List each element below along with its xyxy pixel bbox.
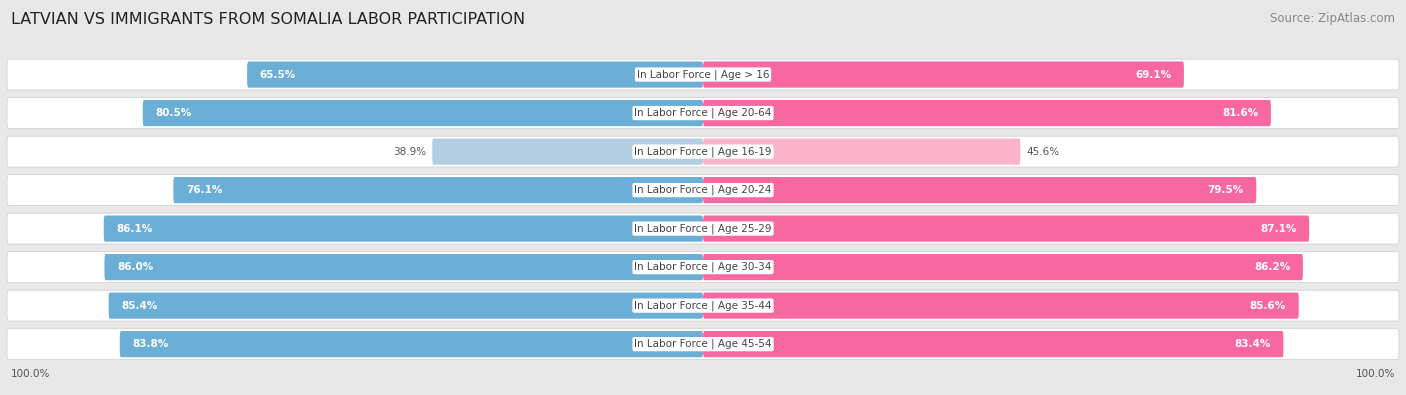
FancyBboxPatch shape — [104, 216, 703, 242]
FancyBboxPatch shape — [7, 98, 1399, 128]
Text: 69.1%: 69.1% — [1135, 70, 1171, 79]
Text: In Labor Force | Age > 16: In Labor Force | Age > 16 — [637, 69, 769, 80]
Text: In Labor Force | Age 16-19: In Labor Force | Age 16-19 — [634, 146, 772, 157]
FancyBboxPatch shape — [703, 177, 1257, 203]
FancyBboxPatch shape — [7, 329, 1399, 359]
FancyBboxPatch shape — [7, 59, 1399, 90]
Text: 83.8%: 83.8% — [132, 339, 169, 349]
Text: 79.5%: 79.5% — [1208, 185, 1244, 195]
Text: 76.1%: 76.1% — [186, 185, 222, 195]
FancyBboxPatch shape — [703, 254, 1303, 280]
Text: In Labor Force | Age 45-54: In Labor Force | Age 45-54 — [634, 339, 772, 350]
Text: 80.5%: 80.5% — [156, 108, 191, 118]
FancyBboxPatch shape — [7, 290, 1399, 321]
Text: Source: ZipAtlas.com: Source: ZipAtlas.com — [1270, 12, 1395, 25]
FancyBboxPatch shape — [703, 293, 1299, 319]
Text: In Labor Force | Age 20-64: In Labor Force | Age 20-64 — [634, 108, 772, 118]
Text: 100.0%: 100.0% — [1355, 369, 1395, 379]
Text: In Labor Force | Age 35-44: In Labor Force | Age 35-44 — [634, 300, 772, 311]
FancyBboxPatch shape — [703, 100, 1271, 126]
Text: 45.6%: 45.6% — [1026, 147, 1059, 156]
FancyBboxPatch shape — [173, 177, 703, 203]
FancyBboxPatch shape — [7, 213, 1399, 244]
Text: 86.1%: 86.1% — [117, 224, 153, 233]
Text: 38.9%: 38.9% — [394, 147, 426, 156]
Text: In Labor Force | Age 30-34: In Labor Force | Age 30-34 — [634, 262, 772, 273]
FancyBboxPatch shape — [7, 175, 1399, 205]
FancyBboxPatch shape — [7, 252, 1399, 282]
Text: 65.5%: 65.5% — [260, 70, 297, 79]
Text: 86.2%: 86.2% — [1254, 262, 1291, 272]
Text: 85.6%: 85.6% — [1250, 301, 1286, 310]
FancyBboxPatch shape — [703, 331, 1284, 357]
Text: 83.4%: 83.4% — [1234, 339, 1271, 349]
Text: LATVIAN VS IMMIGRANTS FROM SOMALIA LABOR PARTICIPATION: LATVIAN VS IMMIGRANTS FROM SOMALIA LABOR… — [11, 12, 526, 27]
FancyBboxPatch shape — [703, 62, 1184, 88]
FancyBboxPatch shape — [7, 136, 1399, 167]
FancyBboxPatch shape — [120, 331, 703, 357]
FancyBboxPatch shape — [143, 100, 703, 126]
Text: In Labor Force | Age 20-24: In Labor Force | Age 20-24 — [634, 185, 772, 196]
Text: 81.6%: 81.6% — [1222, 108, 1258, 118]
FancyBboxPatch shape — [104, 254, 703, 280]
FancyBboxPatch shape — [703, 139, 1021, 165]
FancyBboxPatch shape — [432, 139, 703, 165]
Text: 87.1%: 87.1% — [1260, 224, 1296, 233]
Text: 86.0%: 86.0% — [117, 262, 153, 272]
Text: 85.4%: 85.4% — [121, 301, 157, 310]
FancyBboxPatch shape — [703, 216, 1309, 242]
FancyBboxPatch shape — [247, 62, 703, 88]
FancyBboxPatch shape — [108, 293, 703, 319]
Text: In Labor Force | Age 25-29: In Labor Force | Age 25-29 — [634, 223, 772, 234]
Text: 100.0%: 100.0% — [11, 369, 51, 379]
